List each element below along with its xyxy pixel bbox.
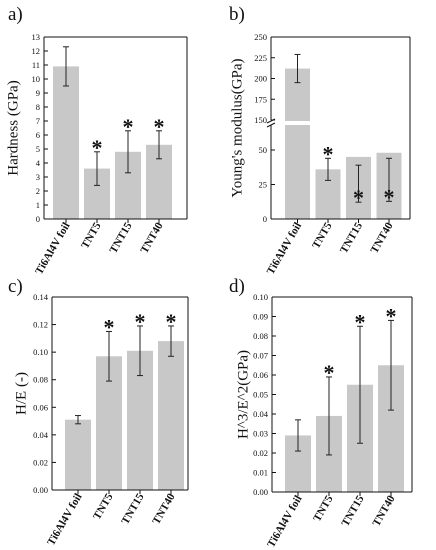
bar	[158, 341, 184, 490]
bar	[285, 68, 310, 219]
x-tick-label: TNT15	[338, 220, 365, 256]
y-axis-label: Young's modulus(GPa)	[229, 58, 245, 197]
x-tick-label: TNT5	[311, 493, 336, 524]
x-tick-label: Ti6Al4V foil	[265, 494, 304, 550]
y-tick-label: 0.01	[253, 468, 268, 478]
significance-mark: *	[92, 135, 103, 160]
y-tick-label: 3	[36, 172, 40, 182]
significance-mark: *	[384, 184, 395, 209]
y-tick-label: 10	[32, 74, 41, 84]
y-tick-label: 0.05	[253, 390, 268, 400]
y-tick-label: 250	[254, 32, 267, 42]
y-tick-label: 0.08	[33, 375, 48, 385]
x-tick-label: Ti6Al4V foil	[45, 492, 84, 548]
y-tick-label: 0.07	[253, 351, 268, 361]
y-tick-label: 0.00	[33, 485, 48, 495]
y-tick-label: 0	[263, 214, 267, 224]
chart-panel-2: b) Young's modulus(GPa) Ti6Al4V foil * TNT5 *…	[229, 4, 411, 277]
y-axis-label: H^3/E^2(GPa)	[235, 350, 251, 439]
x-tick-label: TNT5	[91, 491, 116, 522]
y-tick-label: 0.00	[253, 487, 268, 497]
significance-mark: *	[386, 303, 397, 328]
y-tick-label: 50	[259, 145, 268, 155]
y-tick-label: 0	[36, 214, 40, 224]
x-tick-label: TNT40	[368, 220, 395, 256]
y-tick-label: 150	[254, 115, 267, 125]
y-tick-label: 7	[36, 116, 40, 126]
y-tick-label: 0.10	[253, 292, 268, 302]
bar	[65, 419, 91, 490]
panel-label: a)	[8, 4, 23, 25]
y-tick-label: 4	[36, 158, 41, 168]
y-tick-label: 1	[36, 200, 40, 210]
bar	[53, 66, 79, 220]
chart-panel-3: c) H/E (-) Ti6Al4V foil * TNT5 * TNT15 * TNT40 0.…	[8, 276, 189, 548]
x-tick-label: TNT15	[107, 220, 134, 256]
x-tick-label: TNT15	[339, 493, 366, 529]
significance-mark: *	[355, 309, 366, 334]
y-tick-label: 0.06	[253, 370, 268, 380]
y-tick-label: 0.06	[33, 402, 48, 412]
significance-mark: *	[324, 360, 335, 385]
y-tick-label: 0.02	[253, 448, 268, 458]
panel-label: c)	[8, 276, 23, 297]
significance-mark: *	[166, 309, 177, 334]
y-tick-label: 0.03	[253, 429, 268, 439]
chart-panel-4: d) H^3/E^2(GPa) Ti6Al4V foil * TNT5 * TNT15 * TN…	[229, 276, 413, 550]
y-tick-label: 0.14	[33, 292, 49, 302]
y-tick-label: 0.10	[33, 347, 48, 357]
y-tick-label: 0.12	[33, 320, 48, 330]
x-tick-label: TNT5	[79, 220, 104, 251]
x-tick-label: TNT40	[150, 491, 177, 527]
y-tick-label: 25	[259, 180, 268, 190]
y-tick-label: 0.09	[253, 312, 268, 322]
significance-mark: *	[353, 185, 364, 210]
panel-label: b)	[229, 4, 245, 25]
y-tick-label: 0.04	[33, 430, 49, 440]
axis-break-mark	[266, 122, 276, 128]
y-tick-label: 175	[254, 94, 267, 104]
y-tick-label: 12	[32, 46, 41, 56]
y-tick-label: 0.04	[253, 409, 269, 419]
y-tick-label: 5	[36, 144, 40, 154]
significance-mark: *	[135, 309, 146, 334]
y-tick-label: 8	[36, 102, 40, 112]
x-tick-label: TNT40	[370, 493, 397, 529]
panel-label: d)	[229, 276, 245, 297]
y-axis-label: H/E (-)	[13, 372, 29, 415]
significance-mark: *	[154, 114, 165, 139]
significance-mark: *	[123, 114, 134, 139]
y-tick-label: 200	[254, 74, 267, 84]
y-tick-label: 9	[36, 88, 40, 98]
y-tick-label: 13	[32, 32, 41, 42]
y-tick-label: 2	[36, 186, 40, 196]
x-tick-label: TNT40	[138, 220, 165, 256]
x-tick-label: TNT5	[310, 220, 335, 251]
x-tick-label: Ti6Al4V foil	[265, 221, 304, 277]
y-tick-label: 0.02	[33, 457, 48, 467]
y-tick-label: 225	[254, 53, 267, 63]
significance-mark: *	[104, 314, 115, 339]
axis-break-gap	[284, 121, 311, 125]
y-tick-label: 6	[36, 130, 40, 140]
x-tick-label: Ti6Al4V foil	[33, 221, 72, 277]
x-tick-label: TNT15	[119, 491, 146, 527]
y-axis-label: Hardness (GPa)	[5, 80, 21, 175]
significance-mark: *	[323, 141, 334, 166]
y-tick-label: 11	[32, 60, 40, 70]
chart-panel-1: a) Hardness (GPa) Ti6Al4V foil * TNT5 * TNT15 *…	[5, 4, 188, 277]
y-tick-label: 0.08	[253, 331, 268, 341]
